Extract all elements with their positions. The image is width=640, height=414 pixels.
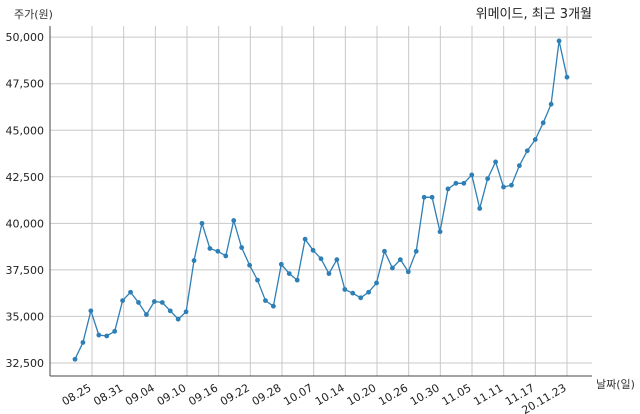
y-tick-label: 45,000 bbox=[6, 124, 45, 137]
data-point bbox=[96, 332, 102, 338]
data-point bbox=[453, 180, 459, 186]
x-axis-ticks: 08.2508.3109.0409.1009.1609.2209.2810.07… bbox=[60, 381, 569, 414]
x-tick-label: 10.07 bbox=[281, 381, 315, 408]
data-point bbox=[318, 256, 324, 262]
x-tick-label: 11.11 bbox=[471, 381, 505, 408]
data-point bbox=[191, 258, 197, 263]
x-tick-label: 09.16 bbox=[186, 381, 220, 408]
data-point bbox=[255, 277, 260, 283]
data-point bbox=[310, 247, 316, 253]
y-tick-label: 47,500 bbox=[6, 78, 45, 91]
y-tick-label: 40,000 bbox=[6, 217, 45, 230]
series-line bbox=[74, 40, 568, 360]
data-point bbox=[128, 289, 133, 295]
data-point bbox=[120, 298, 126, 304]
chart-title: 위메이드, 최근 3개월 bbox=[476, 7, 592, 22]
data-point bbox=[564, 74, 570, 80]
y-axis-ticks: 32,500 35,000 37,500 40,000 42,500 45,000 47,5… bbox=[6, 31, 45, 370]
data-point bbox=[151, 299, 157, 304]
data-point bbox=[263, 298, 268, 304]
data-point bbox=[421, 194, 427, 200]
grid-lines bbox=[50, 26, 592, 376]
data-point bbox=[80, 340, 86, 345]
axes bbox=[49, 26, 592, 377]
data-point bbox=[88, 308, 94, 314]
x-tick-label: 09.10 bbox=[155, 381, 189, 408]
data-point bbox=[485, 176, 491, 182]
data-point bbox=[374, 280, 379, 286]
data-point bbox=[429, 194, 435, 200]
data-point bbox=[215, 248, 221, 254]
data-point bbox=[167, 308, 173, 314]
data-point bbox=[556, 38, 562, 44]
data-point bbox=[516, 163, 522, 169]
data-point bbox=[540, 120, 546, 126]
x-tick-label: 08.31 bbox=[91, 381, 125, 408]
data-point bbox=[548, 101, 554, 107]
y-axis-label: 주가(원) bbox=[14, 8, 53, 21]
data-point bbox=[231, 218, 237, 223]
data-point bbox=[501, 184, 506, 190]
data-point bbox=[326, 271, 332, 277]
data-point bbox=[342, 287, 348, 292]
data-point bbox=[390, 265, 395, 271]
data-point bbox=[294, 277, 300, 283]
x-tick-label: 10.26 bbox=[376, 381, 410, 408]
x-tick-label: 09.28 bbox=[250, 381, 284, 408]
y-tick-label: 32,500 bbox=[6, 357, 45, 370]
data-point bbox=[358, 295, 364, 301]
data-point bbox=[159, 300, 165, 305]
data-point bbox=[397, 257, 403, 263]
data-point bbox=[493, 159, 498, 165]
data-point bbox=[223, 253, 229, 259]
data-point bbox=[437, 229, 443, 235]
price-series bbox=[72, 38, 570, 362]
data-point bbox=[405, 269, 411, 275]
x-tick-label: 11.05 bbox=[440, 381, 474, 408]
x-tick-label: 09.04 bbox=[123, 381, 157, 408]
x-tick-label: 10.30 bbox=[408, 381, 442, 408]
x-tick-label: 10.20 bbox=[345, 381, 379, 408]
data-point bbox=[72, 356, 78, 362]
data-point bbox=[207, 246, 213, 251]
data-point bbox=[144, 312, 149, 317]
data-point bbox=[382, 248, 387, 254]
data-point bbox=[524, 148, 530, 154]
data-point bbox=[469, 172, 475, 178]
data-point bbox=[270, 303, 276, 309]
data-point bbox=[532, 137, 538, 142]
data-point bbox=[477, 206, 483, 211]
y-tick-label: 37,500 bbox=[6, 264, 45, 277]
data-point bbox=[247, 262, 252, 268]
data-point bbox=[366, 289, 372, 295]
data-point bbox=[183, 309, 189, 315]
data-point bbox=[104, 333, 110, 339]
x-tick-label: 10.14 bbox=[313, 381, 347, 408]
data-point bbox=[302, 236, 308, 242]
x-tick-label: 09.22 bbox=[218, 381, 252, 408]
data-point bbox=[350, 290, 356, 296]
data-point bbox=[509, 182, 514, 188]
y-tick-label: 50,000 bbox=[6, 31, 45, 44]
data-point bbox=[445, 186, 451, 192]
data-point bbox=[334, 257, 340, 263]
data-point bbox=[112, 328, 118, 334]
data-point bbox=[199, 220, 205, 226]
x-axis-label: 날짜(일) bbox=[596, 377, 635, 391]
data-point bbox=[175, 316, 181, 322]
data-point bbox=[286, 271, 292, 277]
data-point bbox=[239, 245, 245, 250]
data-point bbox=[461, 180, 467, 186]
x-tick-label: 08.25 bbox=[60, 381, 94, 408]
data-point bbox=[413, 248, 419, 254]
y-tick-label: 35,000 bbox=[6, 310, 45, 323]
data-point bbox=[136, 300, 141, 305]
data-point bbox=[278, 261, 284, 267]
y-tick-label: 42,500 bbox=[6, 171, 45, 184]
